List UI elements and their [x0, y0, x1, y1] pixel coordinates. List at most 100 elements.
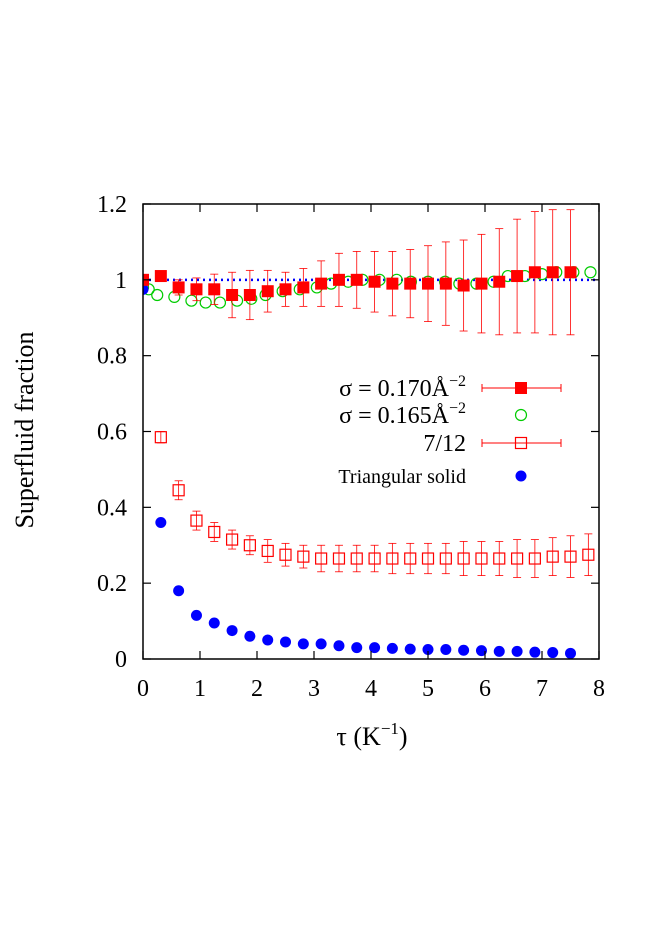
data-point [493, 645, 505, 657]
data-point [404, 277, 417, 290]
data-point [457, 552, 470, 565]
data-point [143, 283, 149, 295]
data-point [190, 609, 202, 621]
x-axis-label: τ (K−1) [336, 719, 407, 751]
plot-area [143, 209, 664, 659]
legend-label-7-12: 7/12 [423, 431, 466, 457]
data-point [332, 552, 346, 565]
data-point [297, 281, 310, 294]
data-point [439, 277, 452, 290]
data-point [618, 549, 629, 560]
data-layer [143, 209, 664, 659]
x-tick-label: 0 [137, 676, 149, 702]
data-point [439, 552, 452, 565]
legend: σ = 0.170Å−2 σ = 0.165Å−2 7/12 Triangula… [338, 373, 562, 488]
data-point [422, 644, 434, 656]
data-point [155, 517, 167, 528]
legend-label-sigma-170: σ = 0.170Å−2 [339, 373, 466, 402]
data-point [297, 638, 309, 650]
y-tick-label: 1 [115, 268, 127, 294]
legend-marker [515, 382, 527, 394]
data-point [172, 281, 185, 294]
data-point [457, 279, 470, 292]
data-point [654, 549, 664, 560]
data-point [386, 552, 399, 565]
data-point [511, 270, 524, 283]
data-point [475, 552, 488, 565]
data-point [386, 642, 398, 654]
x-tick-label: 2 [251, 676, 263, 702]
data-point [279, 548, 292, 561]
series-1 [143, 266, 597, 309]
data-point [565, 647, 576, 659]
data-point [528, 266, 541, 279]
data-point [528, 552, 541, 565]
data-point [243, 289, 256, 301]
data-point [493, 552, 506, 565]
data-point [199, 296, 212, 309]
data-point [351, 642, 363, 654]
data-point [143, 281, 150, 294]
data-point [475, 645, 487, 657]
data-point [172, 484, 185, 497]
y-tick-label: 0.2 [97, 571, 127, 597]
data-point [333, 640, 345, 652]
data-point [546, 266, 559, 279]
data-point [350, 273, 363, 286]
data-point [226, 289, 239, 301]
x-axis-label-main: τ (K [336, 722, 381, 751]
x-tick-label: 3 [308, 676, 320, 702]
data-point [279, 283, 292, 296]
series-3 [143, 283, 576, 659]
x-tick-label: 1 [194, 676, 206, 702]
data-point [173, 585, 185, 597]
y-tick-label: 0.8 [97, 344, 127, 370]
data-point [369, 642, 381, 654]
data-point [190, 514, 203, 527]
data-point [208, 525, 221, 539]
data-point [368, 552, 381, 565]
data-point [475, 277, 488, 290]
y-tick-label: 1.2 [97, 192, 127, 218]
data-point [225, 533, 239, 546]
legend-marker [515, 470, 527, 482]
data-point [315, 277, 328, 290]
x-tick-label: 8 [593, 676, 605, 702]
data-point [564, 550, 577, 563]
legend-marker [514, 408, 528, 422]
data-point [529, 646, 541, 658]
data-point [547, 647, 559, 659]
x-axis-label-sup: −1 [381, 719, 399, 738]
data-point [350, 552, 363, 565]
data-point [368, 275, 381, 288]
data-point [440, 644, 452, 656]
series-2 [154, 431, 664, 578]
data-point [315, 552, 328, 565]
y-axis-label: Superfluid fraction [10, 331, 39, 528]
data-point [386, 277, 399, 290]
data-point [584, 266, 597, 279]
data-point [243, 539, 256, 552]
legend-samples [481, 382, 562, 482]
data-point [261, 544, 274, 558]
legend-marker [514, 436, 528, 450]
data-point [404, 643, 416, 655]
data-point [154, 431, 167, 444]
data-point [582, 548, 595, 561]
data-point [213, 296, 227, 309]
data-point [332, 273, 345, 286]
x-tick-label: 5 [422, 676, 434, 702]
data-point [208, 283, 221, 296]
data-point [421, 552, 435, 565]
legend-label-sigma-165: σ = 0.165Å−2 [339, 400, 466, 429]
y-tick-label: 0 [115, 647, 127, 673]
data-point [262, 634, 274, 646]
x-axis-label-close: ) [399, 722, 408, 751]
y-tick-label: 0.4 [97, 495, 127, 521]
data-point [226, 625, 238, 637]
x-tick-label: 6 [479, 676, 491, 702]
data-point [601, 549, 612, 560]
data-point [404, 552, 417, 565]
data-point [280, 636, 291, 648]
